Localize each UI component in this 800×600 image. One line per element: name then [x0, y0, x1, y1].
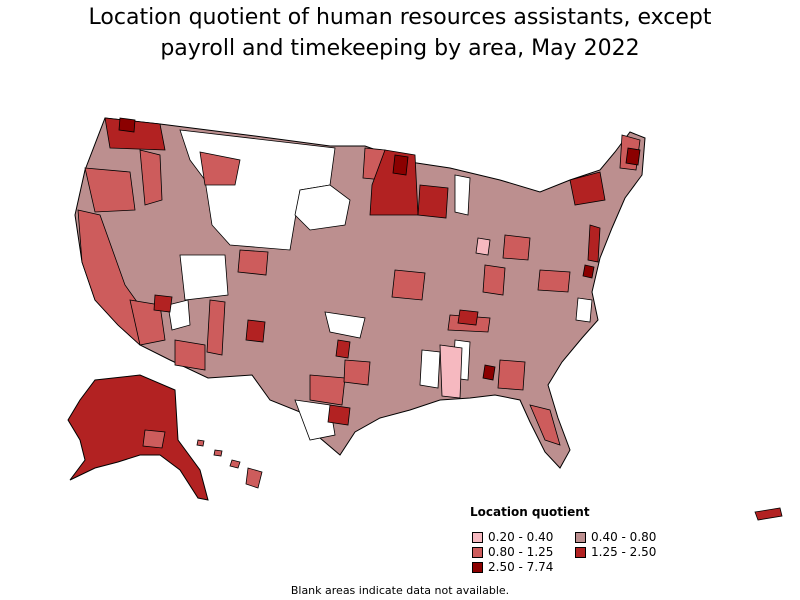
- colorado-mid: [237, 249, 269, 276]
- mississippi-blank: [419, 349, 441, 389]
- legend-swatch-very-low: [472, 531, 483, 543]
- high-areas: [104, 117, 606, 426]
- alaska-southcentral: [142, 429, 166, 449]
- hawaii-islands: [196, 439, 263, 489]
- legend-item-high: 1.25 - 2.50: [575, 545, 656, 559]
- legend-item-mid: 0.80 - 1.25: [472, 545, 553, 559]
- texas-west-blank: [294, 399, 336, 441]
- legend-label-very-low: 0.20 - 0.40: [488, 530, 554, 544]
- puerto-rico: [754, 507, 783, 521]
- illinois-area-very-low: [475, 237, 491, 256]
- wisconsin-high: [417, 184, 449, 219]
- texas-high: [327, 404, 351, 426]
- map-title-line-1: Location quotient of human resources ass…: [88, 5, 712, 30]
- very-high-areas: [118, 117, 641, 381]
- delaware-very-high: [582, 264, 595, 279]
- legend-label-low: 0.40 - 0.80: [591, 530, 657, 544]
- oregon-mid: [84, 167, 136, 213]
- alabama-very-high: [482, 364, 496, 381]
- mid-areas: [77, 134, 641, 446]
- indiana-mid: [482, 264, 506, 296]
- map-title: Location quotient of human resources ass…: [0, 2, 800, 64]
- map-title-line-2: payroll and timekeeping by area, May 202…: [160, 36, 640, 61]
- hawaii-oahu: [213, 449, 223, 457]
- oklahoma-blank: [324, 311, 366, 339]
- hawaii-kauai: [196, 439, 205, 447]
- legend-item-very-high: 2.50 - 7.74: [472, 560, 553, 574]
- hawaii-big-island: [245, 467, 263, 489]
- legend-label-high: 1.25 - 2.50: [591, 545, 657, 559]
- virginia-mid: [537, 269, 571, 293]
- ohio-mid: [502, 234, 531, 261]
- new-york-high: [569, 171, 606, 206]
- missouri-mid: [391, 269, 426, 301]
- arkansas-high: [335, 339, 351, 359]
- alaska-landmass: [67, 374, 209, 501]
- legend-label-mid: 0.80 - 1.25: [488, 545, 554, 559]
- legend-swatch-low: [575, 531, 586, 543]
- texas-mid-2: [343, 359, 371, 386]
- georgia-mid: [497, 359, 526, 391]
- maine-very-high: [625, 147, 641, 166]
- washington-very-high: [118, 117, 136, 133]
- hawaii-maui: [229, 459, 241, 469]
- new-mexico-mid: [206, 299, 226, 356]
- utah-nevada-high: [153, 294, 173, 313]
- michigan-north-blank: [454, 174, 471, 216]
- very-low-areas: [439, 237, 491, 399]
- idaho-mid: [139, 149, 163, 206]
- florida-mid: [529, 404, 561, 446]
- legend-swatch-mid: [472, 546, 483, 558]
- new-mexico-high: [245, 319, 266, 343]
- arizona-south-mid: [174, 339, 206, 371]
- dakota-blank: [294, 184, 351, 231]
- mississippi-area-very-low: [439, 344, 463, 399]
- north-carolina-coast-blank: [575, 297, 593, 323]
- montana-west-mid: [199, 151, 241, 186]
- utah-blank: [179, 254, 229, 301]
- legend-swatch-high: [575, 546, 586, 558]
- minnesota-very-high: [392, 154, 409, 176]
- legend-title: Location quotient: [470, 505, 590, 519]
- legend-item-very-low: 0.20 - 0.40: [472, 530, 553, 544]
- new-jersey-high: [587, 224, 601, 263]
- arizona-mid: [129, 299, 166, 346]
- legend-item-low: 0.40 - 0.80: [575, 530, 656, 544]
- texas-mid-1: [309, 374, 346, 406]
- tennessee-high: [457, 309, 479, 326]
- legend-label-very-high: 2.50 - 7.74: [488, 560, 554, 574]
- nevada-southern-blank: [167, 299, 191, 331]
- legend-swatch-very-high: [472, 561, 483, 573]
- footnote: Blank areas indicate data not available.: [290, 584, 510, 597]
